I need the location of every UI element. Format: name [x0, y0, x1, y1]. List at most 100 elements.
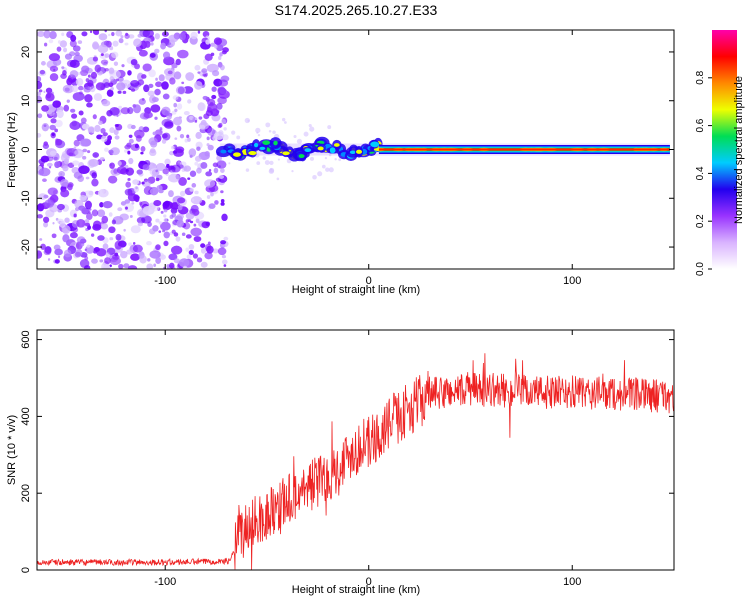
noise-blob — [134, 143, 139, 149]
y-tick-label: 0 — [20, 567, 32, 573]
noise-blob — [115, 233, 122, 241]
colorbar-tick-label: 0.6 — [695, 118, 706, 132]
noise-blob — [183, 165, 191, 172]
noise-blob — [154, 33, 160, 40]
noise-blob — [43, 221, 49, 228]
noise-blob — [179, 190, 186, 197]
noise-blob — [92, 223, 102, 231]
spectrogram-y-ticks: -20 -10 0 10 20 — [20, 46, 674, 255]
noise-blob — [218, 79, 229, 87]
noise-blob — [188, 148, 197, 157]
noise-blob — [117, 207, 123, 212]
noise-blob — [185, 72, 195, 81]
noise-blob — [57, 40, 62, 44]
noise-blob — [211, 94, 217, 100]
noise-blob — [194, 119, 198, 123]
noise-blob — [212, 248, 219, 254]
noise-blob — [181, 81, 185, 85]
noise-speckle — [327, 125, 332, 130]
ridge-core — [298, 154, 305, 159]
noise-blob — [93, 31, 100, 36]
noise-blob — [164, 200, 170, 207]
noise-blob — [130, 225, 141, 234]
noise-blob — [60, 172, 63, 176]
noise-blob — [64, 217, 70, 223]
ridge-core — [253, 142, 259, 148]
noise-blob — [101, 99, 111, 107]
noise-blob — [89, 85, 96, 93]
snr-y-label: SNR (10 * v/v) — [6, 415, 18, 485]
noise-blob — [92, 152, 100, 158]
noise-blob — [95, 82, 106, 91]
snr-series-line — [37, 353, 674, 570]
noise-speckle — [255, 127, 261, 133]
noise-blob — [185, 212, 195, 220]
noise-speckle — [312, 174, 317, 180]
noise-speckle — [282, 117, 286, 122]
noise-blob — [126, 142, 132, 148]
noise-blob — [84, 222, 90, 227]
noise-blob — [82, 155, 87, 160]
noise-blob — [130, 124, 136, 130]
noise-blob — [39, 69, 46, 75]
noise-blob — [67, 183, 73, 191]
x-tick-label: 0 — [366, 576, 372, 588]
noise-blob — [133, 104, 141, 114]
noise-blob — [182, 265, 188, 269]
noise-blob — [70, 108, 76, 113]
noise-blob — [138, 49, 148, 57]
noise-blob — [124, 33, 130, 39]
noise-blob — [64, 87, 70, 92]
noise-blob — [106, 109, 113, 117]
noise-blob — [183, 111, 190, 116]
noise-blob — [57, 255, 61, 259]
noise-blob — [170, 164, 181, 173]
noise-blob — [66, 77, 73, 86]
noise-blob — [221, 213, 228, 222]
noise-blob — [216, 102, 223, 110]
noise-blob — [171, 245, 183, 255]
noise-blob — [97, 235, 105, 241]
noise-blob — [91, 178, 99, 187]
noise-blob — [97, 44, 109, 54]
noise-blob — [168, 190, 174, 198]
noise-blob — [62, 165, 69, 172]
noise-blob — [173, 102, 178, 108]
noise-blob — [37, 250, 43, 259]
noise-blob — [63, 158, 69, 165]
noise-blob — [133, 185, 140, 193]
noise-blob — [72, 45, 81, 52]
noise-blob — [178, 258, 190, 268]
noise-blob — [169, 214, 174, 219]
noise-speckle — [303, 131, 309, 137]
noise-blob — [73, 213, 77, 218]
noise-blob — [163, 217, 168, 223]
noise-blob — [132, 244, 143, 253]
noise-blob — [175, 146, 185, 153]
noise-blob — [43, 216, 50, 223]
noise-blob — [79, 91, 83, 95]
noise-blob — [194, 80, 203, 90]
noise-blob — [49, 157, 54, 162]
noise-blob — [166, 264, 170, 269]
noise-blob — [194, 155, 202, 162]
noise-speckle — [291, 169, 294, 173]
noise-blob — [191, 183, 197, 188]
ridge-core — [262, 140, 271, 145]
noise-blob — [102, 264, 111, 269]
noise-blob — [90, 233, 95, 237]
noise-blob — [171, 145, 175, 150]
noise-blob — [96, 209, 106, 218]
noise-blob — [196, 257, 203, 263]
noise-blob — [98, 33, 108, 41]
noise-blob — [120, 35, 124, 39]
noise-blob — [45, 209, 55, 218]
noise-blob — [94, 64, 102, 73]
noise-blob — [139, 255, 147, 264]
noise-blob — [69, 232, 78, 239]
noise-blob — [139, 32, 143, 35]
noise-speckle — [277, 158, 280, 161]
noise-blob — [37, 30, 45, 37]
noise-blob — [91, 258, 98, 264]
noise-blob — [127, 150, 131, 155]
